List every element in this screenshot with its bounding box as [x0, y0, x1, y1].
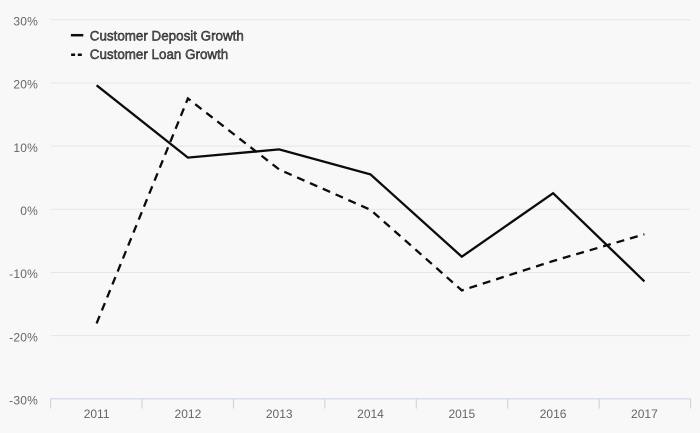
svg-text:2012: 2012: [175, 407, 202, 421]
svg-text:2014: 2014: [357, 407, 384, 421]
svg-text:-10%: -10%: [9, 267, 38, 281]
svg-text:Customer Deposit Growth: Customer Deposit Growth: [90, 29, 244, 44]
svg-text:Customer Loan Growth: Customer Loan Growth: [90, 47, 228, 62]
svg-text:2013: 2013: [266, 407, 293, 421]
svg-text:2015: 2015: [448, 407, 475, 421]
svg-text:2017: 2017: [631, 407, 658, 421]
svg-text:2016: 2016: [540, 407, 567, 421]
svg-text:-30%: -30%: [9, 394, 38, 408]
svg-text:2011: 2011: [84, 407, 110, 421]
svg-text:0%: 0%: [20, 204, 38, 218]
svg-text:10%: 10%: [13, 141, 38, 155]
svg-text:30%: 30%: [13, 15, 38, 29]
svg-text:-20%: -20%: [9, 330, 38, 344]
svg-text:20%: 20%: [13, 78, 38, 92]
